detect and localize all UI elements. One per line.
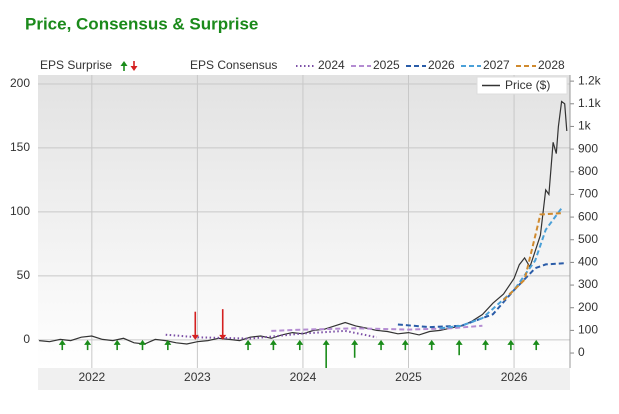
surprise-arrow xyxy=(507,339,515,351)
arrow-head xyxy=(377,339,385,345)
arrow-head xyxy=(269,339,277,345)
consensus-legend-label: EPS Consensus xyxy=(190,58,277,72)
y2-tick-label: 400 xyxy=(578,255,598,269)
consensus-line xyxy=(397,262,567,329)
y2-tick-label: 1k xyxy=(578,119,592,133)
y-tick-label: 50 xyxy=(17,268,31,282)
arrow-head xyxy=(191,334,199,340)
arrow-head xyxy=(164,339,172,345)
y2-tick-label: 100 xyxy=(578,323,598,337)
surprise-arrow xyxy=(377,339,385,351)
arrow-head xyxy=(401,339,409,345)
legend-label: 2027 xyxy=(483,58,510,72)
plot-area xyxy=(38,75,570,368)
arrow-head xyxy=(244,339,252,345)
price-legend-label: Price ($) xyxy=(505,78,550,92)
y-tick-label: 0 xyxy=(23,332,30,346)
surprise-arrow xyxy=(351,339,359,358)
chart-title: Price, Consensus & Surprise xyxy=(25,14,258,33)
surprise-arrow xyxy=(401,339,409,351)
arrow-head xyxy=(219,334,227,340)
y2-tick-label: 0 xyxy=(578,345,585,359)
x-tick-label: 2024 xyxy=(290,370,317,384)
surprise-arrow xyxy=(532,339,540,351)
y-tick-label: 100 xyxy=(10,204,30,218)
y2-tick-label: 600 xyxy=(578,209,598,223)
arrow-head xyxy=(296,339,304,345)
surprise-arrow xyxy=(244,339,252,351)
x-tick-label: 2023 xyxy=(184,370,211,384)
legend-down-arrow xyxy=(130,61,138,71)
price-legend-box xyxy=(476,76,568,95)
arrow-head xyxy=(507,339,515,345)
arrow-head xyxy=(84,339,92,345)
arrow-head xyxy=(322,339,330,345)
arrow-head xyxy=(428,339,436,345)
y-tick-label: 200 xyxy=(10,76,30,90)
y2-tick-label: 300 xyxy=(578,277,598,291)
surprise-arrow xyxy=(164,339,172,351)
arrow-head xyxy=(351,339,359,345)
y2-tick-label: 900 xyxy=(578,141,598,155)
surprise-arrow xyxy=(455,339,463,356)
surprise-legend-label: EPS Surprise xyxy=(40,58,112,72)
legend-label: 2025 xyxy=(373,58,400,72)
surprise-arrow xyxy=(84,339,92,351)
y2-tick-label: 700 xyxy=(578,187,598,201)
surprise-arrow xyxy=(269,339,277,351)
y2-tick-label: 200 xyxy=(578,300,598,314)
arrow-head xyxy=(113,339,121,345)
surprise-arrow xyxy=(219,309,227,340)
legend-up-arrow xyxy=(120,61,128,71)
surprise-arrow xyxy=(191,311,199,340)
legend-label: 2028 xyxy=(538,58,565,72)
surprise-arrow xyxy=(58,339,66,351)
surprise-arrow xyxy=(428,339,436,351)
arrow-head xyxy=(532,339,540,345)
y2-tick-label: 1.2k xyxy=(578,73,602,87)
arrow-head xyxy=(139,339,146,345)
arrow-head xyxy=(130,66,138,71)
surprise-arrow xyxy=(113,339,121,351)
x-axis-band xyxy=(38,368,570,390)
x-tick-label: 2026 xyxy=(501,370,528,384)
arrow-head xyxy=(455,339,463,345)
surprise-arrow xyxy=(296,339,304,351)
surprise-arrow xyxy=(139,339,146,351)
y2-tick-label: 1.1k xyxy=(578,96,602,110)
consensus-line xyxy=(165,329,377,340)
arrow-head xyxy=(58,339,66,345)
surprise-arrow xyxy=(322,339,330,368)
consensus-line xyxy=(440,207,563,330)
x-tick-label: 2025 xyxy=(395,370,422,384)
arrow-head xyxy=(482,339,490,345)
legend-label: 2024 xyxy=(318,58,345,72)
y2-tick-label: 500 xyxy=(578,232,598,246)
arrow-head xyxy=(120,61,128,66)
x-tick-label: 2022 xyxy=(78,370,105,384)
legend-label: 2026 xyxy=(428,58,455,72)
consensus-line xyxy=(502,212,562,301)
surprise-arrow xyxy=(482,339,490,351)
y2-tick-label: 800 xyxy=(578,164,598,178)
consensus-line xyxy=(271,324,483,332)
y-tick-label: 150 xyxy=(10,140,30,154)
